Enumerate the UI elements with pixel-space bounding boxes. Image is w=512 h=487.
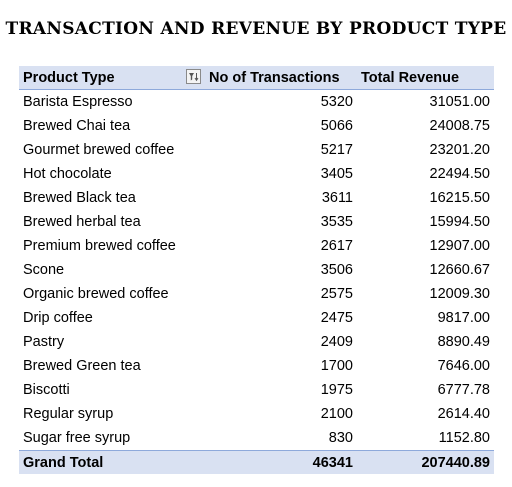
revenue-cell[interactable]: 6777.78 [437,382,490,398]
revenue-cell[interactable]: 24008.75 [429,118,490,134]
pivot-table: Product Type No of Transactions Total Re… [19,66,494,474]
product-type-cell[interactable]: Brewed Green tea [23,358,141,374]
table-row: Biscotti 1975 6777.78 [19,378,494,402]
transactions-cell[interactable]: 5217 [320,142,353,158]
product-type-cell[interactable]: Pastry [23,334,65,350]
table-row: Pastry 2409 8890.49 [19,330,494,354]
product-type-cell[interactable]: Brewed Black tea [23,190,136,206]
table-row: Organic brewed coffee 2575 12009.30 [19,282,494,306]
grand-total-revenue: 207440.89 [421,455,490,471]
product-type-cell[interactable]: Scone [23,262,65,278]
product-type-cell[interactable]: Organic brewed coffee [23,286,169,302]
product-type-cell[interactable]: Gourmet brewed coffee [23,142,175,158]
grand-total-transactions: 46341 [312,455,353,471]
table-row: Brewed Black tea 3611 16215.50 [19,186,494,210]
transactions-cell[interactable]: 2100 [320,406,353,422]
grand-total-row: Grand Total 46341 207440.89 [19,450,494,474]
transactions-cell[interactable]: 1700 [320,358,353,374]
transactions-cell[interactable]: 3535 [320,214,353,230]
transactions-cell[interactable]: 2617 [320,238,353,254]
table-body: Barista Espresso 5320 31051.00 Brewed Chai … [19,90,494,450]
product-type-cell[interactable]: Barista Espresso [23,94,133,110]
revenue-cell[interactable]: 16215.50 [429,190,490,206]
transactions-cell[interactable]: 2409 [320,334,353,350]
filter-sort-icon[interactable] [186,69,201,84]
table-header-row: Product Type No of Transactions Total Re… [19,66,494,90]
product-type-cell[interactable]: Hot chocolate [23,166,112,182]
product-type-cell[interactable]: Biscotti [23,382,70,398]
product-type-cell[interactable]: Brewed Chai tea [23,118,131,134]
transactions-cell[interactable]: 830 [328,430,353,446]
revenue-cell[interactable]: 7646.00 [437,358,490,374]
transactions-cell[interactable]: 3506 [320,262,353,278]
revenue-cell[interactable]: 2614.40 [437,406,490,422]
table-row: Drip coffee 2475 9817.00 [19,306,494,330]
grand-total-label: Grand Total [23,455,104,471]
revenue-cell[interactable]: 12009.30 [429,286,490,302]
revenue-cell[interactable]: 23201.20 [429,142,490,158]
revenue-cell[interactable]: 22494.50 [429,166,490,182]
column-header-revenue[interactable]: Total Revenue [361,70,460,86]
revenue-cell[interactable]: 15994.50 [429,214,490,230]
product-type-cell[interactable]: Regular syrup [23,406,114,422]
page-title: TRANSACTION AND REVENUE BY PRODUCT TYPE [5,19,507,39]
table-row: Regular syrup 2100 2614.40 [19,402,494,426]
table-row: Brewed herbal tea 3535 15994.50 [19,210,494,234]
product-type-cell[interactable]: Premium brewed coffee [23,238,176,254]
table-row: Brewed Chai tea 5066 24008.75 [19,114,494,138]
table-row: Hot chocolate 3405 22494.50 [19,162,494,186]
transactions-cell[interactable]: 5066 [320,118,353,134]
product-type-cell[interactable]: Brewed herbal tea [23,214,141,230]
revenue-cell[interactable]: 1152.80 [438,430,490,446]
column-header-product-type[interactable]: Product Type [23,70,115,86]
transactions-cell[interactable]: 2475 [320,310,353,326]
transactions-cell[interactable]: 3611 [321,190,353,206]
table-row: Gourmet brewed coffee 5217 23201.20 [19,138,494,162]
revenue-cell[interactable]: 31051.00 [429,94,490,110]
transactions-cell[interactable]: 1975 [320,382,353,398]
revenue-cell[interactable]: 12660.67 [429,262,490,278]
transactions-cell[interactable]: 5320 [320,94,353,110]
revenue-cell[interactable]: 12907.00 [429,238,490,254]
table-row: Barista Espresso 5320 31051.00 [19,90,494,114]
table-row: Sugar free syrup 830 1152.80 [19,426,494,450]
product-type-cell[interactable]: Drip coffee [23,310,93,326]
product-type-cell[interactable]: Sugar free syrup [23,430,131,446]
table-row: Brewed Green tea 1700 7646.00 [19,354,494,378]
revenue-cell[interactable]: 8890.49 [437,334,490,350]
revenue-cell[interactable]: 9817.00 [437,310,490,326]
transactions-cell[interactable]: 2575 [320,286,353,302]
table-row: Scone 3506 12660.67 [19,258,494,282]
transactions-cell[interactable]: 3405 [320,166,353,182]
table-row: Premium brewed coffee 2617 12907.00 [19,234,494,258]
column-header-transactions[interactable]: No of Transactions [209,70,340,86]
